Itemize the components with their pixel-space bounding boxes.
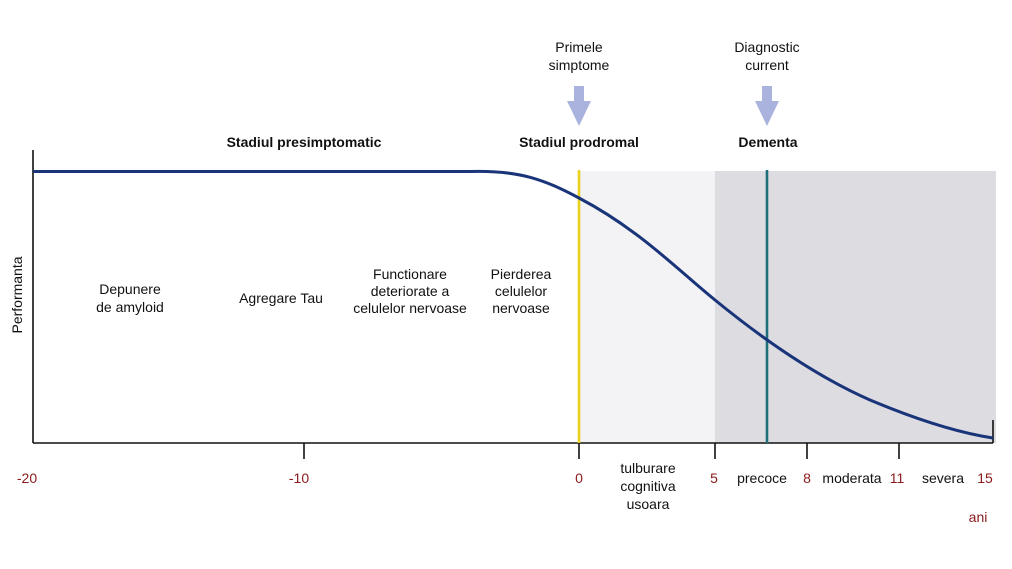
tick-label-0: 0 bbox=[575, 470, 583, 486]
process-amyloid-line2: de amyloid bbox=[96, 299, 164, 315]
first-symptoms-label-line1: Primele bbox=[555, 39, 603, 55]
first-symptoms-arrow bbox=[567, 86, 591, 126]
prodromal-band bbox=[579, 171, 715, 443]
y-axis-label: Performanta bbox=[9, 256, 25, 333]
process-amyloid-line1: Depunere bbox=[99, 281, 161, 297]
current-diagnosis-label-line2: current bbox=[745, 57, 789, 73]
x-axis-unit: ani bbox=[969, 509, 988, 525]
tick-marks bbox=[303, 443, 900, 459]
tick-label-5: 5 bbox=[710, 470, 718, 486]
phase-severe: severa bbox=[922, 470, 964, 486]
stage-prodromal-heading: Stadiul prodromal bbox=[519, 134, 639, 150]
phase-mci-line3: usoara bbox=[627, 496, 670, 512]
process-neuron-loss-line1: Pierderea bbox=[491, 266, 552, 282]
process-dysfunction-line2: deteriorate a bbox=[371, 283, 450, 299]
process-tau-line1: Agregare Tau bbox=[239, 290, 323, 306]
process-dysfunction-line1: Functionare bbox=[373, 266, 447, 282]
process-neuron-loss-line3: nervoase bbox=[492, 300, 550, 316]
performance-curve bbox=[33, 169, 994, 440]
stage-dementia-heading: Dementa bbox=[738, 134, 797, 150]
process-dysfunction-line3: celulelor nervoase bbox=[353, 300, 467, 316]
process-neuron-loss-line2: celulelor bbox=[495, 283, 547, 299]
first-symptoms-label-line2: simptome bbox=[549, 57, 610, 73]
dementia-band bbox=[715, 171, 996, 443]
tick-label-11: 11 bbox=[890, 470, 905, 486]
current-diagnosis-arrow bbox=[755, 86, 779, 126]
tick-label-neg10: -10 bbox=[289, 470, 309, 486]
phase-mci-line2: cognitiva bbox=[620, 478, 675, 494]
phase-mci-line1: tulburare bbox=[620, 460, 675, 476]
tick-label-neg20: -20 bbox=[17, 470, 37, 486]
current-diagnosis-label-line1: Diagnostic bbox=[734, 39, 799, 55]
tick-label-8: 8 bbox=[803, 470, 811, 486]
tick-label-15: 15 bbox=[977, 470, 993, 486]
phase-early: precoce bbox=[737, 470, 787, 486]
phase-moderate: moderata bbox=[822, 470, 881, 486]
stage-presymptomatic-heading: Stadiul presimptomatic bbox=[227, 134, 382, 150]
